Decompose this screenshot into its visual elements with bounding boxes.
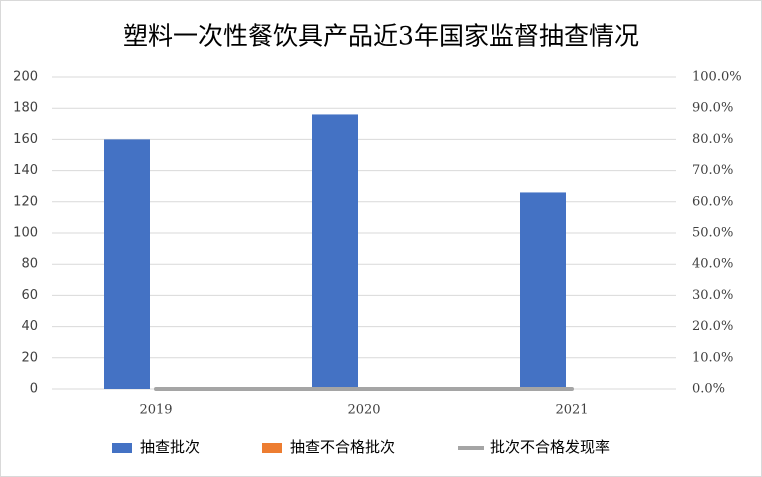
y2-tick-label: 80.0% <box>692 132 733 147</box>
y-tick-label: 0 <box>30 382 38 397</box>
y-tick-label: 120 <box>13 194 38 209</box>
y2-tick-label: 90.0% <box>692 101 733 116</box>
y2-tick-label: 40.0% <box>692 257 733 272</box>
y2-tick-label: 60.0% <box>692 194 733 209</box>
y-tick-label: 20 <box>21 350 38 365</box>
y-tick-label: 60 <box>21 288 38 303</box>
y2-tick-label: 20.0% <box>692 319 733 334</box>
bar <box>104 139 150 389</box>
y-tick-label: 180 <box>13 101 38 116</box>
bar <box>312 114 358 389</box>
y-tick-label: 100 <box>13 226 38 241</box>
x-tick-label: 2021 <box>555 403 588 418</box>
y-tick-label: 40 <box>21 319 38 334</box>
legend-swatch <box>112 443 132 453</box>
y2-tick-label: 10.0% <box>692 350 733 365</box>
y-tick-label: 80 <box>21 257 38 272</box>
chart-title: 塑料一次性餐饮具产品近3年国家监督抽查情况 <box>123 22 639 51</box>
x-tick-label: 2019 <box>139 403 172 418</box>
y-tick-label: 160 <box>13 132 38 147</box>
y2-tick-label: 0.0% <box>692 382 725 397</box>
y-tick-label: 200 <box>13 70 38 85</box>
x-tick-label: 2020 <box>347 403 380 418</box>
y2-tick-label: 50.0% <box>692 226 733 241</box>
y2-tick-label: 100.0% <box>692 70 742 85</box>
y-tick-label: 140 <box>13 163 38 178</box>
legend-label: 批次不合格发现率 <box>490 438 610 456</box>
y2-tick-label: 30.0% <box>692 288 733 303</box>
legend-label: 抽查不合格批次 <box>290 438 395 456</box>
y2-tick-label: 70.0% <box>692 163 733 178</box>
bar <box>520 192 566 389</box>
legend-swatch <box>262 443 282 453</box>
legend-label: 抽查批次 <box>140 438 200 456</box>
